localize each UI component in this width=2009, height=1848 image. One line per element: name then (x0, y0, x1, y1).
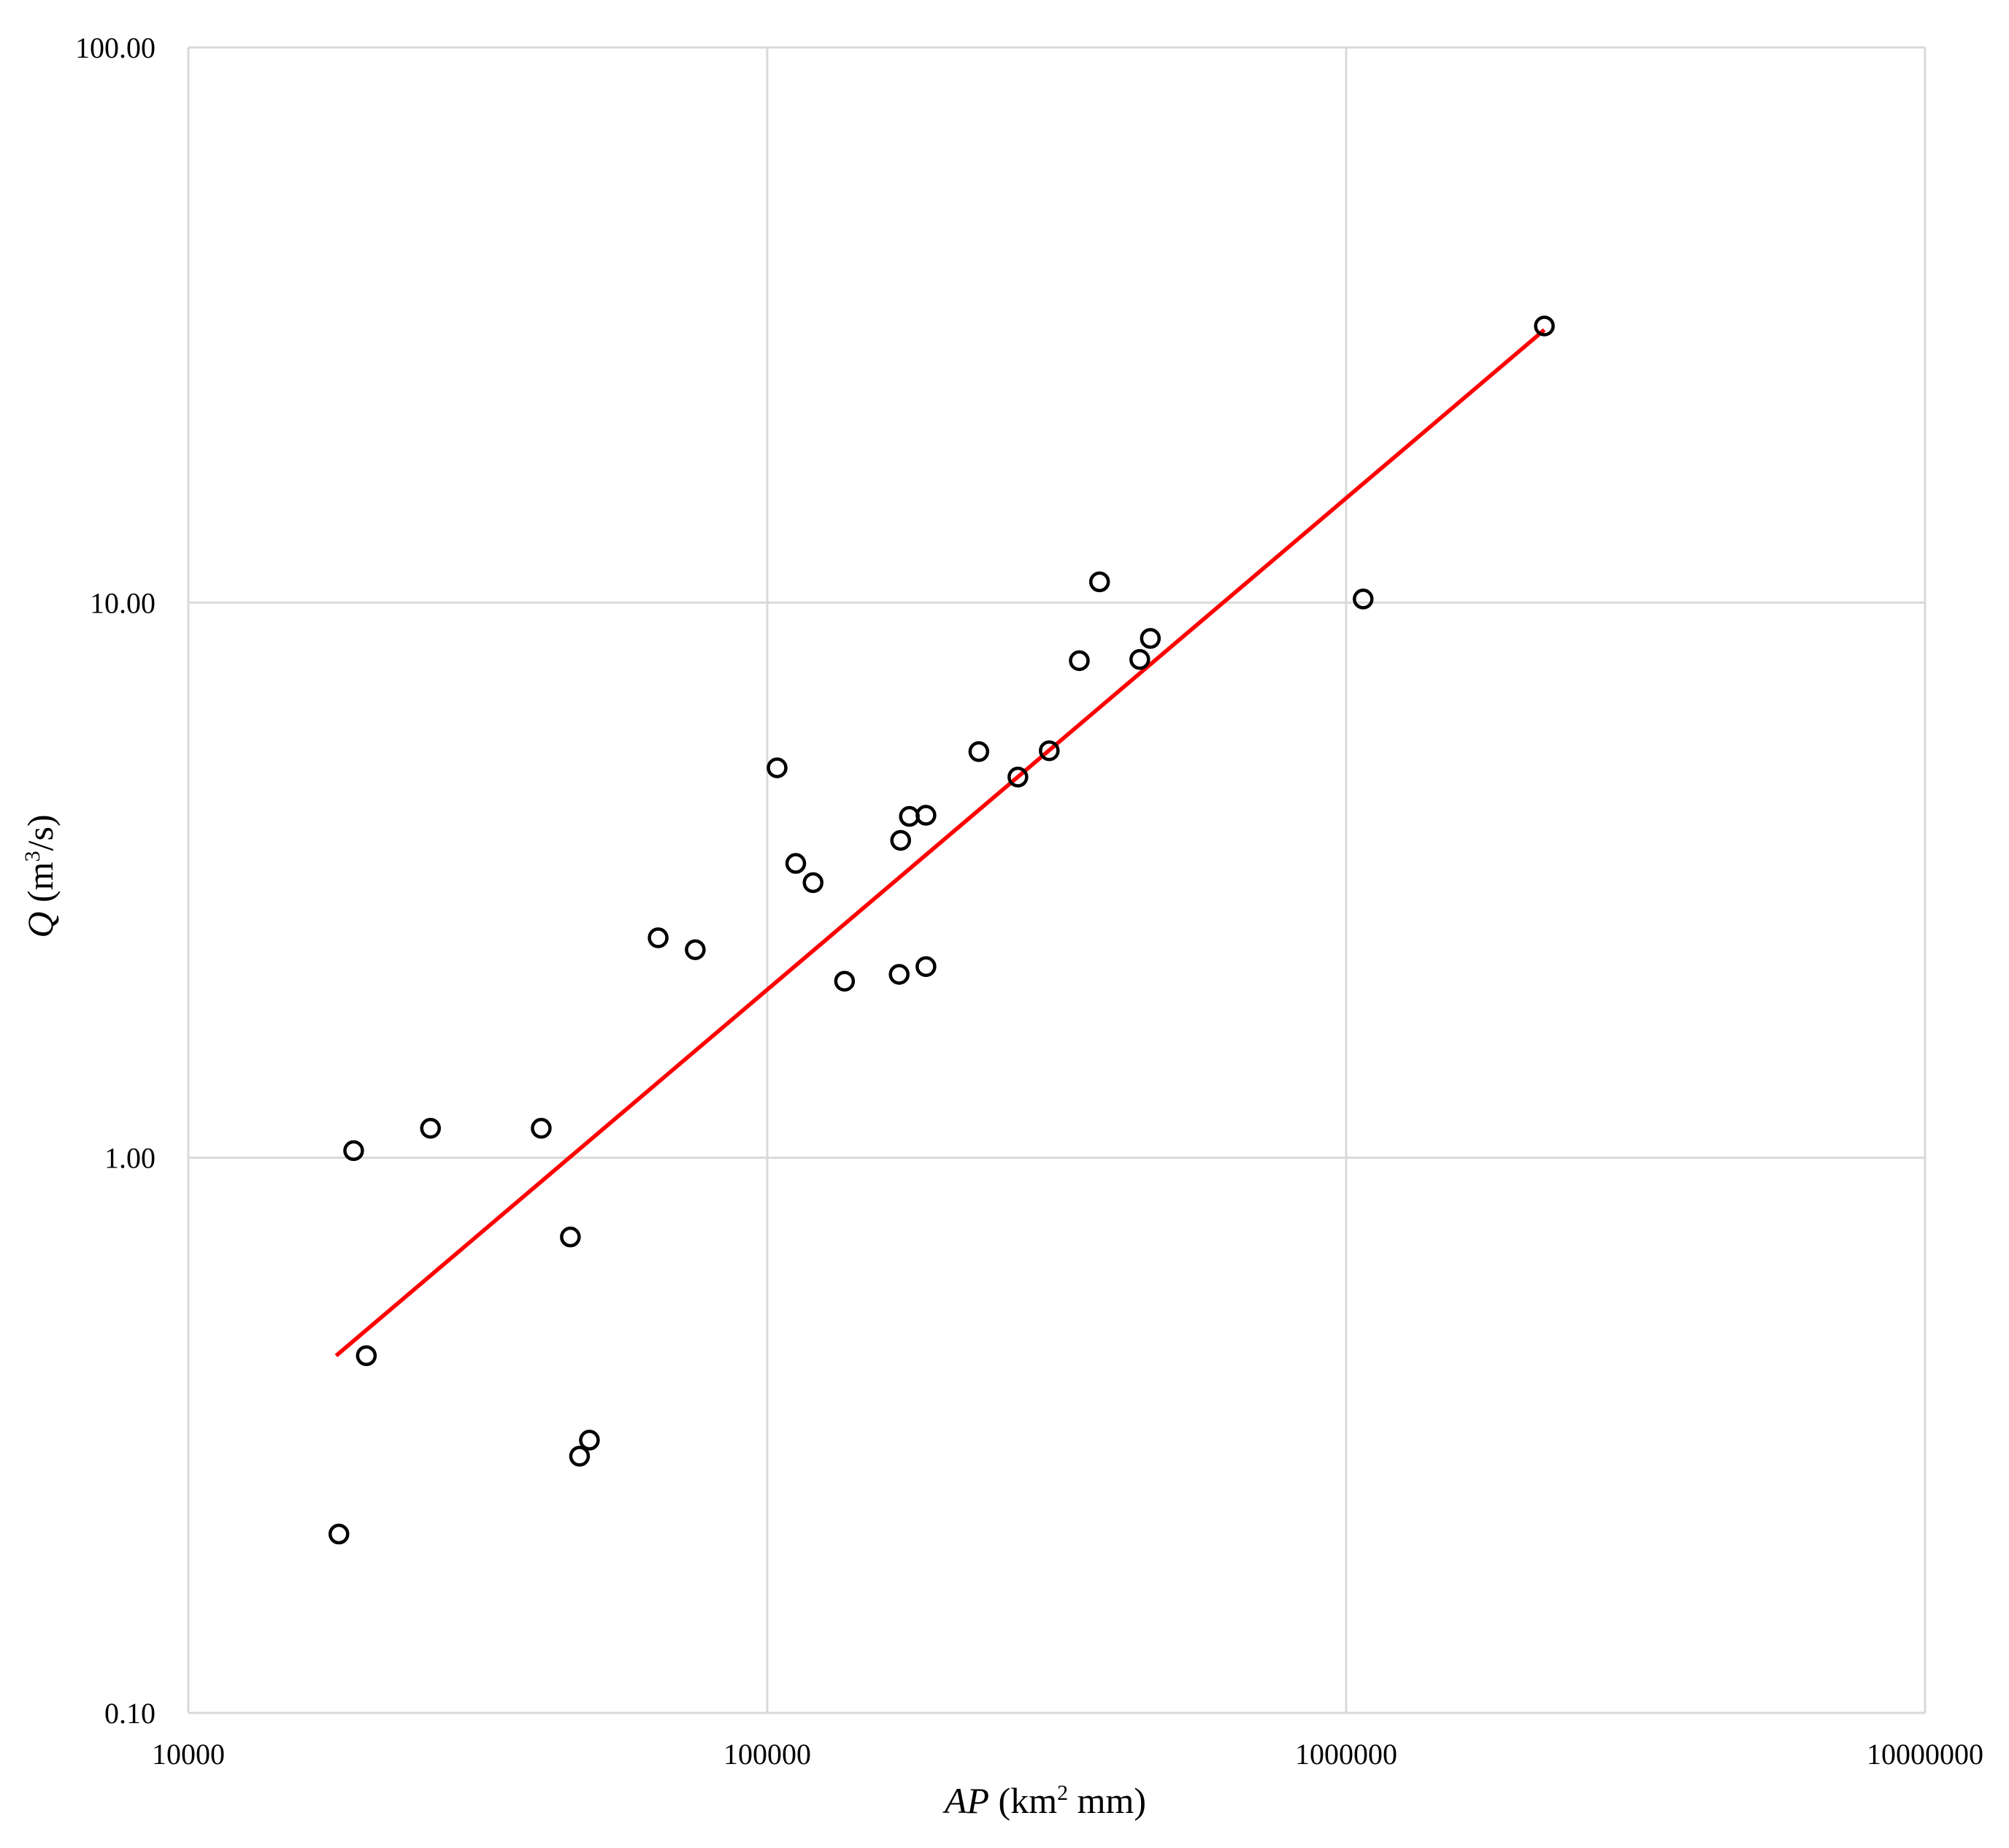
data-point-24 (1088, 571, 1110, 593)
data-point-20 (968, 741, 990, 762)
data-point-27 (1353, 588, 1374, 610)
data-point-19 (915, 956, 937, 978)
data-point-25 (1129, 648, 1151, 670)
data-point-15 (888, 964, 910, 985)
gridlines (187, 46, 1927, 1714)
trendline (334, 328, 1546, 1357)
data-point-11 (767, 757, 788, 778)
data-point-17 (899, 805, 920, 827)
data-point-14 (834, 970, 856, 992)
data-point-7 (569, 1446, 591, 1467)
data-point-26 (1140, 628, 1161, 649)
data-point-2 (343, 1140, 364, 1162)
data-points (328, 315, 1555, 1545)
x-axis-tick-labels: 10000 100000 1000000 10000000 (152, 1738, 1983, 1771)
y-axis-title: Q (m3/s) (20, 814, 61, 938)
data-point-6 (560, 1226, 581, 1248)
data-point-3 (356, 1345, 377, 1367)
data-point-12 (785, 853, 807, 874)
data-point-18 (915, 805, 937, 826)
data-point-28 (1534, 315, 1555, 337)
data-point-4 (420, 1118, 441, 1139)
data-point-16 (890, 829, 911, 851)
data-point-22 (1039, 740, 1060, 762)
x-axis-title: AP (km2 mm) (942, 1780, 1146, 1821)
x-tick-label-0: 10000 (152, 1738, 225, 1771)
data-point-5 (531, 1118, 552, 1139)
data-point-9 (648, 927, 669, 948)
data-point-13 (802, 872, 824, 894)
y-axis-tick-labels: 0.10 1.00 10.00 100.00 (75, 31, 155, 1730)
y-tick-label-3: 100.00 (75, 31, 155, 64)
trendline-group (334, 328, 1546, 1357)
data-point-21 (1007, 767, 1029, 788)
data-point-23 (1069, 650, 1090, 672)
x-tick-label-1: 100000 (723, 1738, 811, 1771)
y-tick-label-1: 1.00 (104, 1142, 155, 1175)
x-tick-label-2: 1000000 (1295, 1738, 1397, 1771)
data-point-10 (685, 939, 706, 960)
x-tick-label-3: 10000000 (1867, 1738, 1983, 1771)
y-tick-label-0: 0.10 (104, 1697, 155, 1730)
data-point-8 (579, 1430, 600, 1451)
data-point-1 (328, 1523, 350, 1545)
y-tick-label-2: 10.00 (90, 586, 155, 619)
